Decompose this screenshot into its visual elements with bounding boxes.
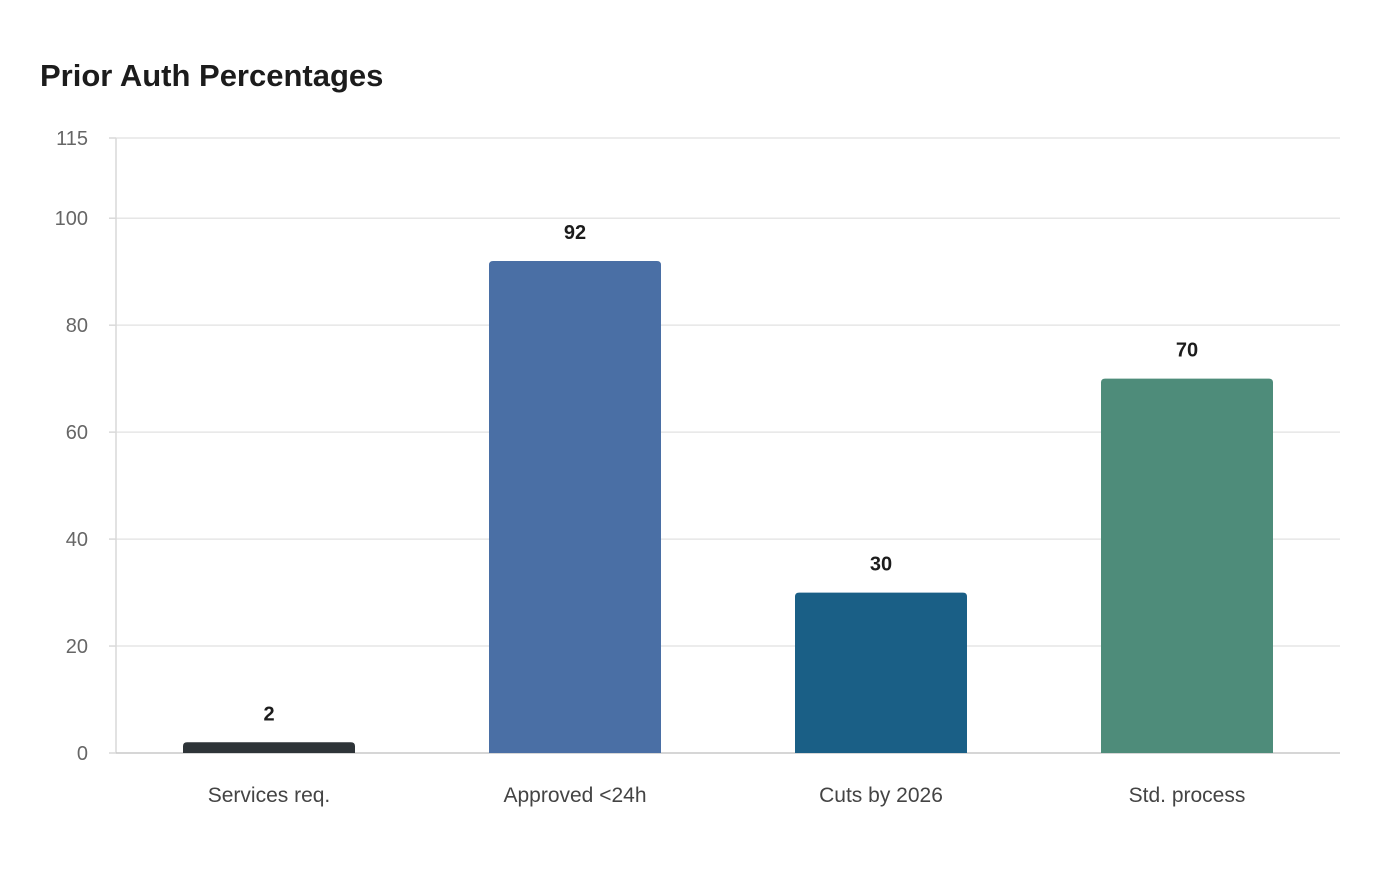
y-tick-label: 0: [77, 743, 88, 765]
bar-2: [489, 261, 661, 753]
chart-title: Prior Auth Percentages: [40, 58, 384, 93]
gridlines: [116, 137, 1340, 647]
y-tick-label: 100: [55, 208, 88, 230]
y-tick-label: 40: [66, 529, 88, 551]
bar-value-label: 70: [1176, 340, 1198, 362]
labels: 0 20 40 60 80 100 115 2 Services req. 92 Approved …: [55, 128, 1246, 807]
bars: [183, 261, 1273, 753]
bar-3: [795, 592, 967, 753]
bar-1: [183, 742, 355, 753]
x-category-label: Approved <24h: [503, 784, 646, 807]
x-category-label: Std. process: [1129, 784, 1246, 807]
y-tick-label: 20: [66, 636, 88, 658]
x-category-label: Services req.: [208, 784, 331, 807]
bar-value-label: 30: [870, 554, 892, 576]
x-category-label: Cuts by 2026: [819, 784, 943, 807]
y-tick-label: 60: [66, 422, 88, 444]
bar-value-label: 92: [564, 222, 586, 244]
y-tick-label: 115: [56, 128, 88, 150]
bar-value-label: 2: [263, 703, 274, 725]
y-tick-label: 80: [66, 315, 88, 337]
bar-4: [1101, 378, 1273, 753]
